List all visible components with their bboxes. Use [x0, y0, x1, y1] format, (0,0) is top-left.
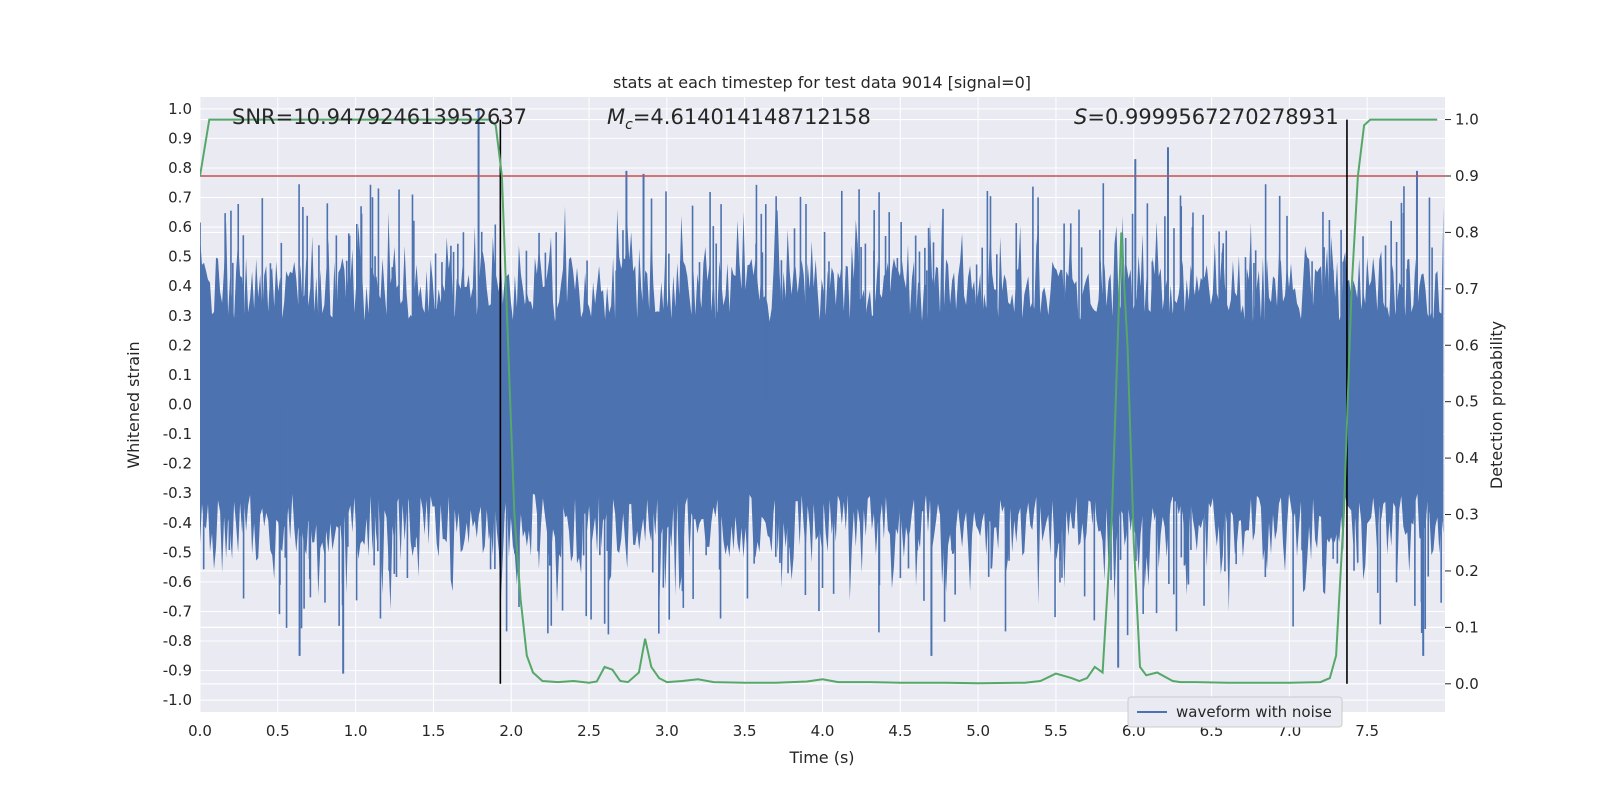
x-tick-label: 2.5	[577, 722, 601, 740]
y-left-tick-label: 0.6	[168, 218, 192, 236]
detection-probability-line	[200, 118, 1438, 685]
y-right-tick-label: 0.5	[1455, 393, 1479, 411]
y-left-tick-label: -0.6	[163, 573, 192, 591]
y-left-tick-label: 0.4	[168, 277, 192, 295]
legend: waveform with noise	[1127, 696, 1343, 728]
y-left-tick-label: 0.7	[168, 189, 192, 207]
y-left-tick-label: 0.1	[168, 366, 192, 384]
y-left-tick-label: -0.1	[163, 425, 192, 443]
y-right-tick-label: 0.7	[1455, 280, 1479, 298]
y-left-tick-label: -0.7	[163, 602, 192, 620]
y-left-tick-label: 1.0	[168, 100, 192, 118]
y-right-tick-label: 0.2	[1455, 562, 1479, 580]
x-tick-label: 7.5	[1355, 722, 1379, 740]
y-left-tick-label: -0.8	[163, 632, 192, 650]
y-left-axis-label: Whitened strain	[124, 341, 143, 468]
s-annotation: S=0.9999567270278931	[1074, 105, 1339, 129]
x-tick-label: 0.0	[188, 722, 212, 740]
x-tick-label: 1.0	[344, 722, 368, 740]
x-tick-label: 3.5	[733, 722, 757, 740]
y-right-tick-label: 0.0	[1455, 675, 1479, 693]
y-right-tick-label: 0.1	[1455, 618, 1479, 636]
snr-annotation: SNR=10.947924613952637	[232, 105, 527, 129]
y-left-tick-label: -0.4	[163, 514, 192, 532]
y-right-tick-label: 0.4	[1455, 449, 1479, 467]
y-left-axis-ticks: -1.0 -0.9 -0.8 -0.7 -0.6 -0.5 -0.4 -0.3 -0.2 -0.1…	[163, 100, 192, 709]
x-axis-label: Time (s)	[788, 748, 854, 767]
chart-title: stats at each timestep for test data 901…	[613, 73, 1031, 92]
y-left-tick-label: 0.3	[168, 307, 192, 325]
y-right-tick-label: 0.9	[1455, 167, 1479, 185]
y-right-axis-label: Detection probability	[1487, 321, 1506, 489]
y-left-tick-label: -0.5	[163, 543, 192, 561]
y-left-tick-label: 0.8	[168, 159, 192, 177]
y-right-tick-label: 1.0	[1455, 111, 1479, 129]
y-left-tick-label: -1.0	[163, 691, 192, 709]
y-right-tick-label: 0.6	[1455, 336, 1479, 354]
y-left-tick-label: 0.0	[168, 396, 192, 414]
x-tick-label: 2.0	[499, 722, 523, 740]
legend-label: waveform with noise	[1176, 703, 1332, 721]
y-right-tick-label: 0.8	[1455, 223, 1479, 241]
y-left-tick-label: -0.3	[163, 484, 192, 502]
chirp-mass-annotation: Mc=4.614014148712158	[607, 105, 871, 133]
x-tick-label: 1.5	[422, 722, 446, 740]
y-left-tick-label: 0.2	[168, 336, 192, 354]
y-right-tick-label: 0.3	[1455, 506, 1479, 524]
x-tick-label: 0.5	[266, 722, 290, 740]
x-tick-label: 4.0	[811, 722, 835, 740]
y-right-axis-ticks: 0.0 0.1 0.2 0.3 0.4 0.5 0.6 0.7 0.8 0.9 1.0	[1445, 111, 1479, 693]
y-left-tick-label: -0.9	[163, 662, 192, 680]
x-tick-label: 5.0	[966, 722, 990, 740]
x-tick-label: 5.5	[1044, 722, 1068, 740]
waveform-spikes	[200, 108, 1442, 674]
x-tick-label: 3.0	[655, 722, 679, 740]
x-tick-label: 4.5	[888, 722, 912, 740]
y-left-tick-label: 0.5	[168, 248, 192, 266]
y-left-tick-label: 0.9	[168, 129, 192, 147]
y-left-tick-label: -0.2	[163, 455, 192, 473]
legend-box	[1127, 696, 1343, 728]
